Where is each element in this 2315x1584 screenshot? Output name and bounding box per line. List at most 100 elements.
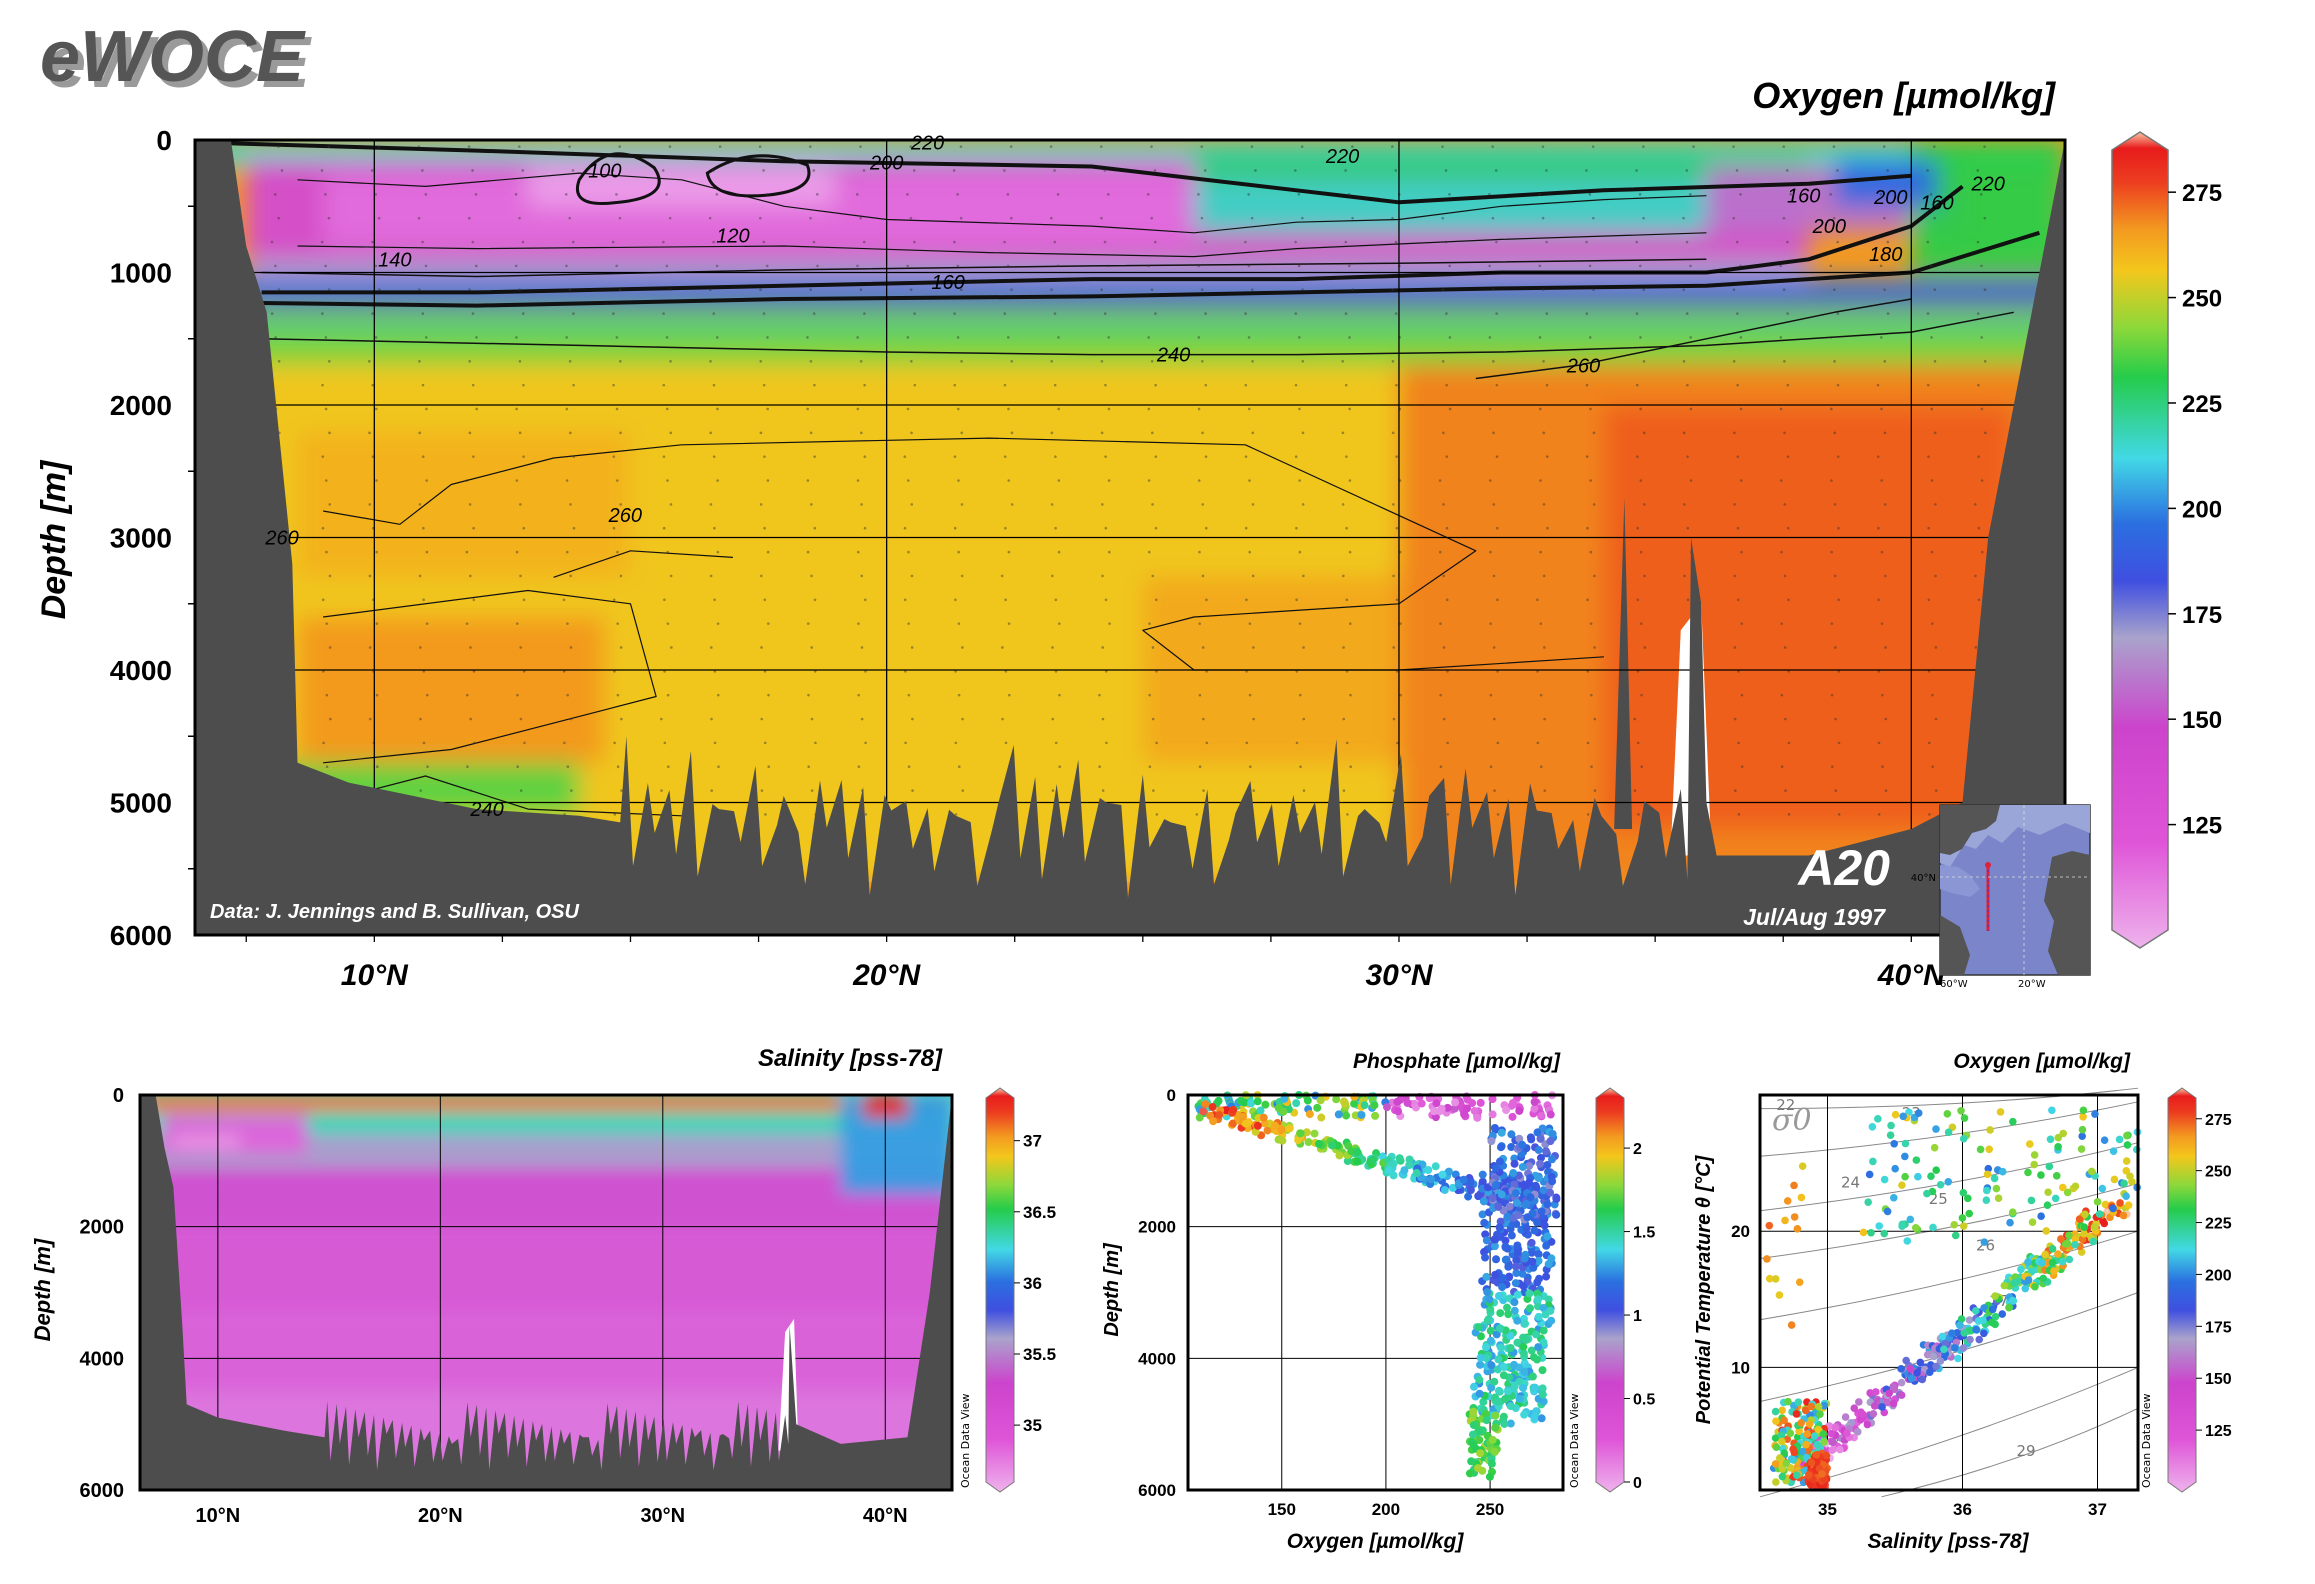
oxygen-sample-dot — [903, 455, 907, 458]
oxygen-sample-dot — [615, 336, 619, 339]
oxygen-sample-dot — [612, 455, 616, 458]
oxygen-sample-dot — [764, 813, 767, 816]
phosphate-point — [1490, 1235, 1499, 1244]
ts-point — [1898, 1181, 1906, 1189]
ts-point — [1925, 1368, 1934, 1377]
oxygen-sample-dot — [1104, 526, 1108, 530]
oxygen-sample-dot — [1053, 312, 1057, 315]
phosphate-point — [1368, 1155, 1377, 1164]
oxygen-sample-dot — [1295, 526, 1298, 530]
oxygen-sample-dot — [957, 693, 961, 697]
oxygen-sample-dot — [1003, 169, 1006, 172]
phosphate-point — [1478, 1170, 1487, 1179]
ts-point — [1994, 1194, 2003, 1202]
oxygen-sample-dot — [1783, 503, 1787, 506]
oxygen-sample-dot — [767, 693, 770, 697]
phosphate-point — [1370, 1101, 1379, 1110]
oxygen-sample-dot — [1494, 169, 1498, 172]
oxygen-sample-dot — [1491, 288, 1495, 292]
oxygen-sample-dot — [1734, 789, 1737, 792]
phosphate-point — [1314, 1139, 1323, 1148]
oxygen-sample-dot — [566, 693, 569, 697]
oxygen-sample-dot — [1539, 622, 1543, 625]
ts-point — [1897, 1378, 1906, 1387]
oxygen-sample-dot — [907, 693, 911, 697]
oxygen-sample-dot — [1108, 622, 1111, 625]
oxygen-sample-dot — [1392, 574, 1395, 578]
oxygen-sample-dot — [522, 383, 525, 387]
oxygen-contour-label-10: 220 — [910, 133, 944, 155]
oxygen-sample-dot — [1248, 693, 1252, 697]
oxygen-contour-label-1: 120 — [716, 225, 749, 247]
ts-point — [1855, 1398, 1863, 1406]
ts-point — [2024, 1168, 2032, 1177]
oxygen-sample-dot — [1592, 288, 1595, 292]
phosphate-point — [1482, 1354, 1491, 1363]
oxygen-colorbar-tick-label: 175 — [2182, 602, 2222, 629]
oxygen-colorbar-tick-label: 225 — [2182, 391, 2222, 418]
oxygen-sample-dot — [1585, 455, 1589, 458]
phosphate-point — [1499, 1363, 1508, 1372]
oxygen-sample-dot — [710, 717, 713, 721]
oxygen-sample-dot — [1147, 336, 1150, 339]
oxygen-sample-dot — [320, 169, 324, 172]
phosphate-point — [1520, 1254, 1529, 1263]
oxygen-sample-dot — [910, 359, 913, 363]
phosphate-point — [1466, 1186, 1475, 1195]
oxygen-sample-dot — [615, 407, 619, 411]
phosphate-point — [1221, 1106, 1230, 1115]
oxygen-sample-dot — [1205, 741, 1209, 745]
phosphate-point — [1520, 1410, 1529, 1419]
oxygen-sample-dot — [907, 622, 910, 625]
oxygen-sample-dot — [519, 789, 523, 792]
ts-point — [2042, 1227, 2051, 1235]
oxygen-sample-dot — [1050, 359, 1054, 363]
oxygen-sample-dot — [766, 407, 769, 411]
phosphate-x-axis-label: Oxygen [µmol/kg] — [1287, 1530, 1465, 1553]
phosphate-point — [1464, 1192, 1473, 1201]
oxygen-sample-dot — [1205, 598, 1208, 602]
phosphate-point — [1383, 1103, 1392, 1112]
oxygen-sample-dot — [1929, 193, 1933, 196]
oxygen-sample-dot — [1639, 550, 1643, 554]
oxygen-sample-dot — [1786, 240, 1789, 244]
oxygen-sample-dot — [718, 145, 722, 148]
ts-point — [1772, 1478, 1780, 1486]
oxygen-sample-dot — [1779, 336, 1783, 339]
oxygen-band-3 — [297, 431, 631, 578]
oxygen-sample-dot — [863, 312, 866, 315]
ts-point — [1869, 1157, 1877, 1166]
oxygen-sample-dot — [906, 479, 910, 482]
oxygen-sample-dot — [1496, 813, 1500, 816]
ts-point — [1797, 1419, 1805, 1427]
phosphate-point — [1490, 1447, 1499, 1456]
oxygen-sample-dot — [1492, 359, 1495, 363]
oxygen-band-0 — [195, 312, 2065, 333]
oxygen-contour-9 — [553, 550, 733, 578]
phosphate-point — [1505, 1202, 1514, 1211]
oxygen-sample-dot — [518, 145, 521, 148]
phosphate-point — [1466, 1178, 1475, 1187]
oxygen-band-19 — [1834, 159, 1937, 207]
oxygen-sample-dot — [1247, 193, 1250, 196]
oxygen-sample-dot — [1248, 479, 1251, 482]
phosphate-point — [1482, 1416, 1491, 1425]
phosphate-point — [1448, 1183, 1457, 1192]
oxygen-sample-dot — [611, 240, 615, 244]
oxygen-sample-dot — [1197, 407, 1201, 411]
oxygen-sample-dot — [1779, 264, 1782, 268]
oxygen-sample-dot — [522, 670, 526, 673]
ts-point — [1859, 1228, 1868, 1237]
oxygen-sample-dot — [856, 550, 860, 554]
oxygen-sample-dot — [1882, 145, 1886, 148]
ts-point — [1814, 1426, 1823, 1434]
ts-point — [1903, 1237, 1912, 1245]
oxygen-colorbar-tick-label: 200 — [2182, 496, 2222, 523]
phosphate-point — [1505, 1272, 1514, 1281]
phosphate-point — [1525, 1178, 1534, 1187]
ts-point — [1886, 1131, 1895, 1139]
oxygen-sample-dot — [1341, 359, 1345, 363]
phosphate-point — [1482, 1236, 1491, 1245]
ts-x-axis: 35 36 37 — [1818, 1500, 2107, 1519]
